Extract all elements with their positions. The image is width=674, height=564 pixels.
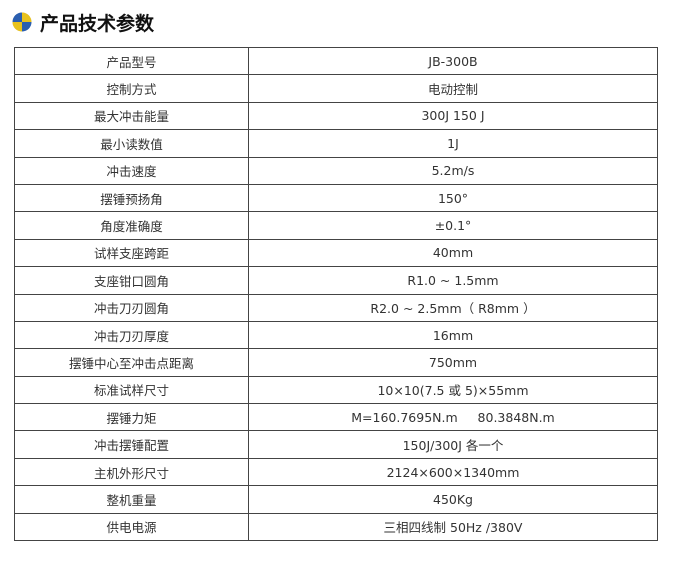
param-name: 支座钳口圆角 <box>14 266 249 295</box>
param-value: JB-300B <box>248 46 658 76</box>
param-name: 试样支座跨距 <box>14 238 249 268</box>
row: 摆锤中心至冲击点距离 750mm <box>14 348 658 377</box>
param-name: 主机外形尺寸 <box>14 457 249 487</box>
row: 试样支座跨距 40mm <box>14 238 658 268</box>
row: 产品型号 JB-300B <box>14 46 658 76</box>
row: 冲击刀刃厚度 16mm <box>14 320 658 350</box>
param-name: 整机重量 <box>14 485 249 514</box>
param-name: 供电电源 <box>14 512 249 542</box>
param-name: 产品型号 <box>14 46 249 76</box>
row: 冲击刀刃圆角 R2.0 ~ 2.5mm（ R8mm ） <box>14 293 658 322</box>
param-value: 16mm <box>248 320 658 350</box>
row: 摆锤预扬角 150° <box>14 183 658 213</box>
row: 摆锤力矩 M=160.7695N.m 80.3848N.m <box>14 403 658 432</box>
param-value: 5.2m/s <box>248 156 658 185</box>
param-value: 10×10(7.5 或 5)×55mm <box>248 375 658 405</box>
row: 冲击速度 5.2m/s <box>14 156 658 185</box>
param-name: 摆锤力矩 <box>14 403 249 432</box>
row: 主机外形尺寸 2124×600×1340mm <box>14 457 658 487</box>
param-value: M=160.7695N.m 80.3848N.m <box>248 403 658 432</box>
param-value: R1.0 ~ 1.5mm <box>248 266 658 295</box>
row: 支座钳口圆角 R1.0 ~ 1.5mm <box>14 266 658 295</box>
row: 供电电源 三相四线制 50Hz /380V <box>14 512 658 542</box>
param-name: 摆锤预扬角 <box>14 183 249 213</box>
row: 整机重量 450Kg <box>14 485 658 514</box>
param-value: R2.0 ~ 2.5mm（ R8mm ） <box>248 293 658 322</box>
param-name: 冲击刀刃圆角 <box>14 293 249 322</box>
row: 冲击摆锤配置 150J/300J 各一个 <box>14 430 658 459</box>
param-name: 冲击摆锤配置 <box>14 430 249 459</box>
param-name: 角度准确度 <box>14 211 249 240</box>
param-value: 450Kg <box>248 485 658 514</box>
param-value: 150J/300J 各一个 <box>248 430 658 459</box>
param-value: 三相四线制 50Hz /380V <box>248 512 658 542</box>
param-value: 300J 150 J <box>248 101 658 131</box>
icon <box>12 12 32 32</box>
param-name: 最大冲击能量 <box>14 101 249 131</box>
param-value: 2124×600×1340mm <box>248 457 658 487</box>
param-value: 750mm <box>248 348 658 377</box>
param-value: 40mm <box>248 238 658 268</box>
param-value: ±0.1° <box>248 211 658 240</box>
header: 产品技术参数 <box>12 8 154 36</box>
param-value: 1J <box>248 129 658 158</box>
param-name: 冲击速度 <box>14 156 249 185</box>
param-name: 冲击刀刃厚度 <box>14 320 249 350</box>
param-value: 150° <box>248 183 658 213</box>
param-name: 最小读数值 <box>14 129 249 158</box>
param-name: 摆锤中心至冲击点距离 <box>14 348 249 377</box>
row: 最小读数值 1J <box>14 129 658 158</box>
row: 最大冲击能量 300J 150 J <box>14 101 658 131</box>
row: 标准试样尺寸 10×10(7.5 或 5)×55mm <box>14 375 658 405</box>
spec-table: 产品型号 JB-300B 控制方式 电动控制 最大冲击能量 300J 150 J 最小读数值… <box>14 46 658 542</box>
param-name: 标准试样尺寸 <box>14 375 249 405</box>
param-name: 控制方式 <box>14 74 249 103</box>
param-value: 电动控制 <box>248 74 658 103</box>
row: 角度准确度 ±0.1° <box>14 211 658 240</box>
title: 产品技术参数 <box>40 12 155 35</box>
row: 控制方式 电动控制 <box>14 74 658 103</box>
